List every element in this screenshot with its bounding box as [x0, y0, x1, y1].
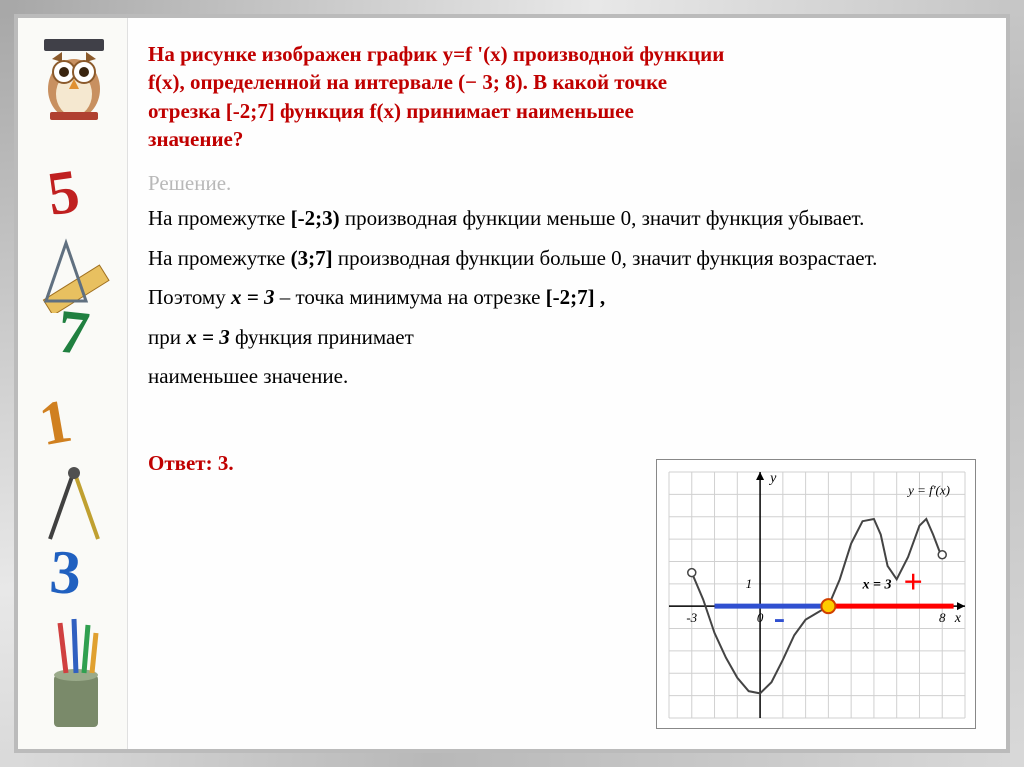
- problem-line3: отрезка [-2;7] функция f(x) принимает на…: [148, 99, 634, 123]
- text: производная функции больше 0, значит фун…: [333, 246, 878, 270]
- x-equals-3: x = 3: [231, 285, 274, 309]
- owl-illustration: [34, 34, 114, 124]
- content-area: На рисунке изображен график y=f '(x) про…: [148, 40, 976, 729]
- x-equals-3b: x = 3: [186, 325, 229, 349]
- text: Поэтому: [148, 285, 231, 309]
- svg-text:8: 8: [939, 610, 946, 625]
- svg-text:x: x: [954, 611, 962, 626]
- text: при: [148, 325, 186, 349]
- problem-line1: На рисунке изображен график y=f '(x) про…: [148, 42, 724, 66]
- svg-text:x = 3: x = 3: [862, 577, 892, 592]
- text: На промежутке: [148, 206, 291, 230]
- solution-p3: Поэтому x = 3 – точка минимума на отрезк…: [148, 283, 976, 312]
- solution-p1: На промежутке [-2;3) производная функции…: [148, 204, 976, 233]
- digit-7: 7: [54, 297, 92, 371]
- interval-2: (3;7]: [291, 246, 333, 270]
- digit-5: 5: [43, 156, 84, 231]
- problem-statement: На рисунке изображен график y=f '(x) про…: [148, 40, 976, 153]
- problem-line2: f(x), определенной на интервале (− 3; 8)…: [148, 70, 667, 94]
- solution-p4: при x = 3 функция принимает: [148, 323, 668, 352]
- text: производная функции меньше 0, значит фун…: [340, 206, 865, 230]
- solution-p5: наименьшее значение.: [148, 362, 668, 391]
- svg-text:-: -: [774, 600, 785, 637]
- compass-icon: [36, 463, 114, 548]
- pencil-cup-icon: [40, 615, 110, 735]
- text: функция принимает: [230, 325, 414, 349]
- svg-text:+: +: [904, 564, 923, 601]
- svg-text:0: 0: [757, 610, 764, 625]
- decorative-sidebar: 5 7 1 3: [18, 18, 128, 749]
- interval-1: [-2;3): [291, 206, 340, 230]
- svg-text:-3: -3: [686, 610, 697, 625]
- svg-text:y = f'(x): y = f'(x): [906, 482, 950, 497]
- svg-text:1: 1: [746, 576, 753, 591]
- solution-p2: На промежутке (3;7] производная функции …: [148, 244, 976, 273]
- inner-frame: 5 7 1 3 На рисунке изображен график y=f …: [14, 14, 1010, 753]
- problem-line4: значение?: [148, 127, 243, 151]
- chart-svg: 0 8 -3 1 x y y = f'(x) x = 3 + -: [657, 460, 977, 730]
- interval-3: [-2;7] ,: [546, 285, 605, 309]
- digit-1: 1: [34, 386, 77, 461]
- derivative-chart: 0 8 -3 1 x y y = f'(x) x = 3 + -: [656, 459, 976, 729]
- svg-text:y: y: [768, 471, 777, 486]
- digit-3: 3: [48, 537, 84, 610]
- text: – точка минимума на отрезке: [274, 285, 545, 309]
- text: На промежутке: [148, 246, 291, 270]
- solution-heading: Решение.: [148, 171, 976, 196]
